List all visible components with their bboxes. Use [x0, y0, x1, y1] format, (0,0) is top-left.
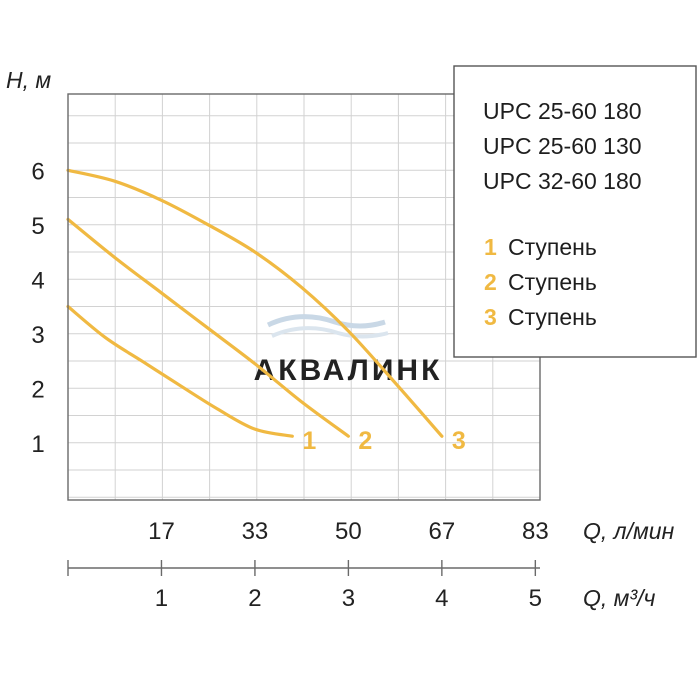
legend-stage-1: 1 Ступень	[484, 234, 597, 260]
legend-stage-2: 2 Ступень	[484, 269, 597, 295]
legend: UPC 25-60 180 UPC 25-60 130 UPC 32-60 18…	[453, 65, 697, 358]
x-top-tick-label: 50	[335, 518, 362, 545]
y-tick-label: 4	[31, 267, 44, 294]
x-top-tick-label: 33	[242, 518, 269, 545]
legend-stage-3-number: 3	[484, 304, 497, 330]
y-axis-title: H, м	[6, 67, 51, 93]
curve-label-1: 1	[302, 427, 316, 455]
legend-model-2: UPC 25-60 130	[483, 133, 642, 159]
curve-label-2: 2	[358, 427, 372, 455]
legend-stage-1-label: Ступень	[508, 234, 597, 260]
watermark: АКВАЛИНК	[254, 314, 443, 387]
x-bottom-tick-label: 3	[342, 585, 355, 612]
wave-logo-icon	[266, 314, 389, 339]
x-bottom-tick-label: 2	[248, 585, 261, 612]
y-tick-label: 5	[31, 213, 44, 240]
y-tick-label: 1	[31, 431, 44, 458]
curve-stage-3	[66, 168, 444, 438]
legend-stage-1-number: 1	[484, 234, 497, 260]
x-top-tick-label: 67	[429, 518, 456, 545]
legend-model-3: UPC 32-60 180	[483, 168, 642, 194]
legend-stage-3-label: Ступень	[508, 304, 597, 330]
y-tick-label: 6	[31, 158, 44, 185]
x-top-tick-label: 83	[522, 518, 549, 545]
legend-stage-2-number: 2	[484, 269, 497, 295]
legend-stage-3: 3 Ступень	[484, 304, 597, 330]
watermark-text: АКВАЛИНК	[254, 354, 443, 387]
x-bottom-tick-label: 5	[529, 585, 542, 612]
y-tick-label: 3	[31, 322, 44, 349]
legend-stage-2-label: Ступень	[508, 269, 597, 295]
curves: 1 2 3	[66, 168, 466, 455]
y-tick-label: 2	[31, 376, 44, 403]
curve-stage-1	[66, 304, 294, 438]
legend-model-1: UPC 25-60 180	[483, 98, 642, 124]
curve-stage-2	[66, 217, 350, 438]
x-top-tick-label: 17	[148, 518, 175, 545]
legend-box	[453, 65, 697, 358]
x-axis-bottom-title: Q, м³/ч	[583, 585, 655, 611]
x-bottom-tick-label: 1	[155, 585, 168, 612]
x-bottom-tick-label: 4	[435, 585, 448, 612]
x-axis-top-title: Q, л/мин	[583, 518, 675, 544]
curve-label-3: 3	[452, 427, 466, 455]
